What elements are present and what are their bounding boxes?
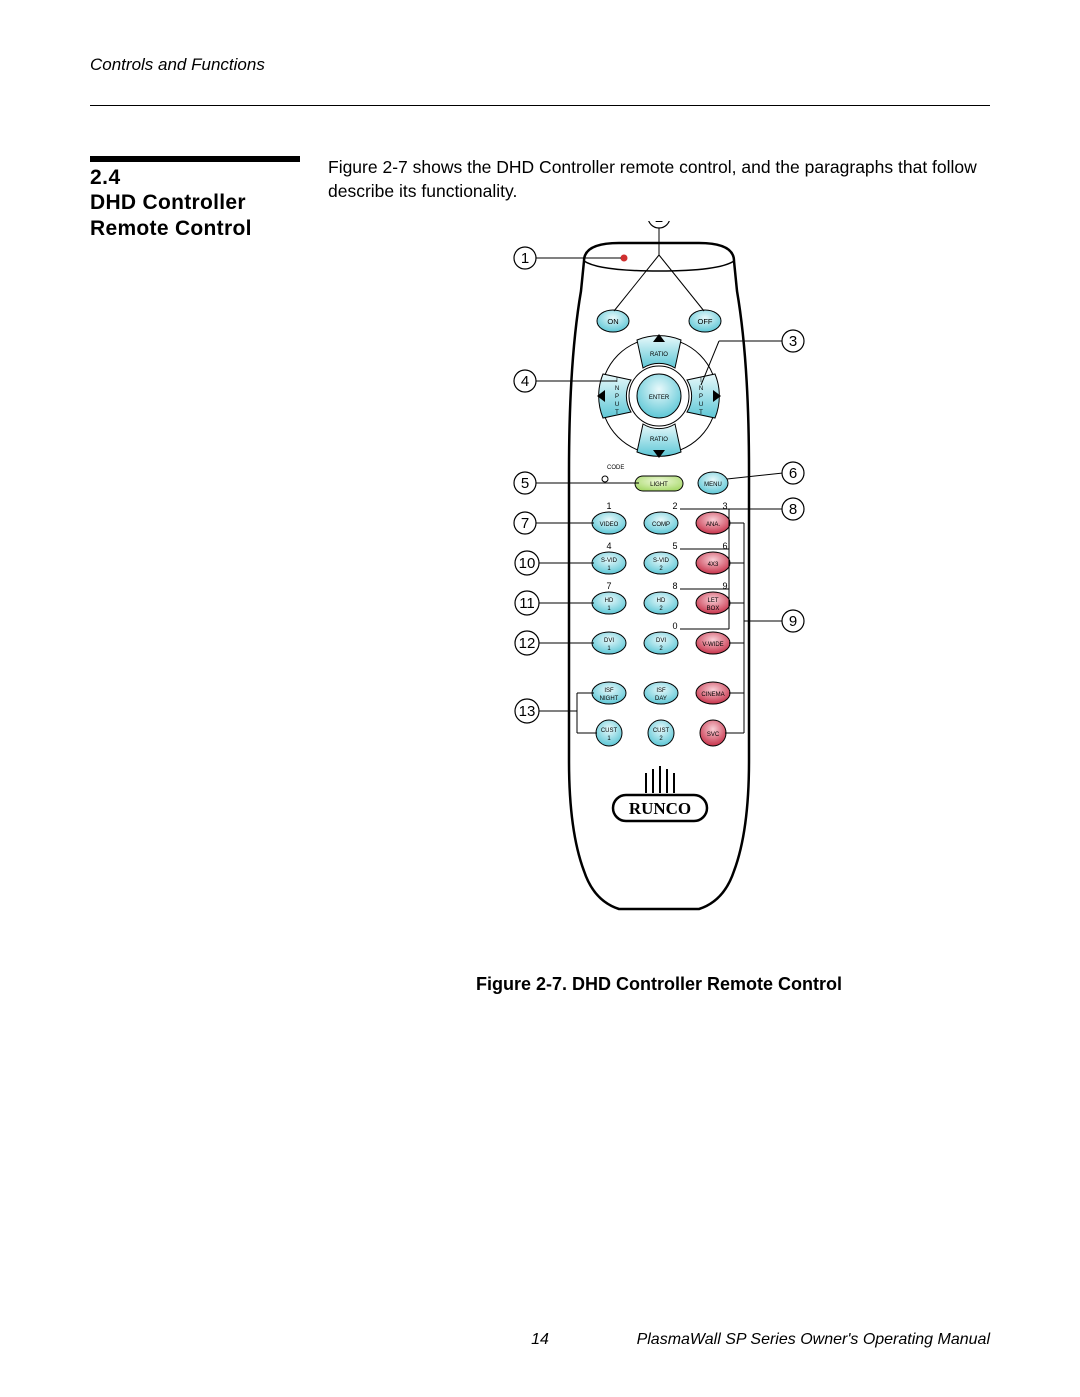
svg-text:4: 4 <box>606 541 611 551</box>
figure: ON OFF RATIO RATIO <box>328 221 990 995</box>
svg-text:U: U <box>699 402 703 408</box>
svg-text:OFF: OFF <box>698 317 713 326</box>
svg-text:ON: ON <box>607 317 618 326</box>
svg-text:ISF: ISF <box>604 688 614 694</box>
svg-text:RUNCO: RUNCO <box>629 799 691 818</box>
section-title-2: Remote Control <box>90 216 300 242</box>
svg-text:P: P <box>615 394 619 400</box>
svg-text:12: 12 <box>519 635 536 652</box>
svg-text:CUST: CUST <box>653 728 670 734</box>
svg-text:T: T <box>615 410 619 416</box>
breadcrumb: Controls and Functions <box>90 55 990 75</box>
svg-text:RATIO: RATIO <box>650 352 668 358</box>
svg-text:CUST: CUST <box>601 728 618 734</box>
header-rule <box>90 105 990 106</box>
svg-text:T: T <box>699 410 703 416</box>
svg-text:RATIO: RATIO <box>650 437 668 443</box>
svg-text:1: 1 <box>521 250 529 267</box>
ir-led <box>621 255 628 262</box>
svg-text:VIDEO: VIDEO <box>600 522 619 528</box>
figure-caption: Figure 2-7. DHD Controller Remote Contro… <box>328 974 990 995</box>
svg-text:ISF: ISF <box>656 688 666 694</box>
manual-title: PlasmaWall SP Series Owner's Operating M… <box>637 1331 990 1349</box>
svg-text:5: 5 <box>521 475 529 492</box>
svg-text:11: 11 <box>519 595 535 612</box>
svg-text:8: 8 <box>672 581 677 591</box>
svg-text:7: 7 <box>521 515 529 532</box>
svg-text:S-VID: S-VID <box>601 558 618 564</box>
svg-text:5: 5 <box>672 541 677 551</box>
section-number: 2.4 <box>90 166 300 190</box>
page-number: 14 <box>531 1331 549 1349</box>
svg-text:SVC: SVC <box>707 732 720 738</box>
svg-text:BOX: BOX <box>707 606 720 612</box>
svg-text:7: 7 <box>606 581 611 591</box>
svg-text:13: 13 <box>519 703 536 720</box>
svg-text:DVI: DVI <box>604 638 614 644</box>
svg-text:S-VID: S-VID <box>653 558 670 564</box>
svg-text:8: 8 <box>789 501 797 518</box>
svg-text:2: 2 <box>655 221 663 226</box>
svg-text:N: N <box>699 386 703 392</box>
svg-text:LET: LET <box>707 598 718 604</box>
section-title-1: DHD Controller <box>90 190 300 216</box>
svg-text:9: 9 <box>789 613 797 630</box>
svg-text:LIGHT: LIGHT <box>650 482 668 488</box>
svg-text:1: 1 <box>606 501 611 511</box>
svg-text:4: 4 <box>521 373 529 390</box>
svg-text:COMP: COMP <box>652 522 670 528</box>
svg-text:0: 0 <box>672 621 677 631</box>
remote-diagram: ON OFF RATIO RATIO <box>449 221 869 941</box>
sidebar-rule <box>90 156 300 162</box>
svg-text:MENU: MENU <box>704 482 722 488</box>
svg-text:10: 10 <box>519 555 536 572</box>
page-footer: 14 PlasmaWall SP Series Owner's Operatin… <box>90 1331 990 1349</box>
svg-text:V-WIDE: V-WIDE <box>702 642 723 648</box>
svg-text:3: 3 <box>789 333 797 350</box>
svg-text:CINEMA: CINEMA <box>701 692 724 698</box>
svg-text:P: P <box>699 394 703 400</box>
svg-text:6: 6 <box>789 465 797 482</box>
svg-text:N: N <box>615 386 619 392</box>
svg-text:2: 2 <box>672 501 677 511</box>
svg-text:4X3: 4X3 <box>708 562 719 568</box>
svg-text:HD: HD <box>657 598 666 604</box>
section-sidebar: 2.4 DHD Controller Remote Control <box>90 156 300 995</box>
svg-text:ENTER: ENTER <box>649 395 670 401</box>
intro-text: Figure 2-7 shows the DHD Controller remo… <box>328 156 990 203</box>
svg-text:CODE: CODE <box>607 465 624 471</box>
svg-text:NIGHT: NIGHT <box>600 696 619 702</box>
svg-text:U: U <box>615 402 619 408</box>
svg-text:DAY: DAY <box>655 696 667 702</box>
svg-text:HD: HD <box>605 598 614 604</box>
svg-text:ANA.: ANA. <box>706 522 720 528</box>
svg-text:DVI: DVI <box>656 638 666 644</box>
